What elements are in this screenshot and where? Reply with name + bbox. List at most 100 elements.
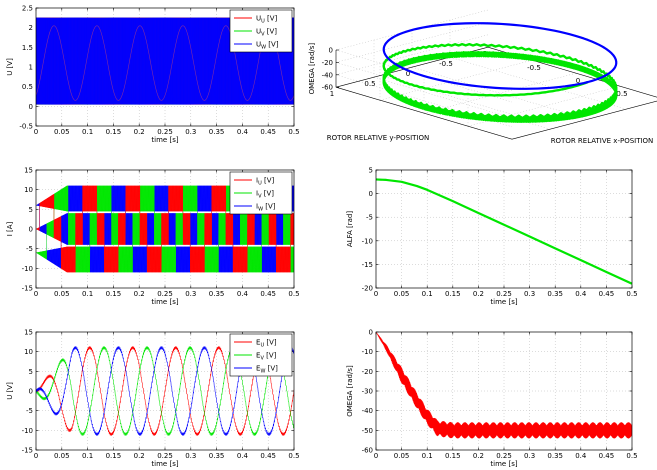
- grid-z-back: [335, 62, 513, 115]
- series-line-W: [36, 17, 294, 105]
- x-axis-label: time [s]: [151, 298, 178, 306]
- legend-subscript: V: [258, 194, 262, 200]
- x-tick-label: 0.15: [106, 128, 122, 136]
- legend-symbol: I: [256, 203, 258, 211]
- axes-frame: [35, 169, 295, 289]
- legend: EU [V]EV [V]EW [V]: [229, 333, 293, 377]
- y-tick-label: -60: [362, 447, 373, 455]
- y-tick-label: -20: [362, 285, 373, 293]
- x-tick-label: 0.25: [157, 290, 173, 298]
- chart-omega: 0 0.05 0.1 0.15 0.2 0.25 0.3 0.35 0.4 0.45 0.5 -60 -…: [346, 329, 638, 469]
- chart-emf: 0 0.05 0.1 0.15 0.2 0.25 0.3 0.35 0.4 0.45 0.5 -15 -…: [6, 329, 300, 469]
- legend-entry: EU [V]: [256, 339, 277, 349]
- x-tick-label: 0.3: [185, 128, 196, 136]
- x-axis-label: time [s]: [490, 298, 517, 306]
- legend-unit: [V]: [266, 41, 279, 49]
- plot-area: [376, 178, 632, 285]
- x-tick-label: 0: [374, 290, 378, 298]
- x-tick-label: 0.45: [599, 452, 615, 460]
- x-tick-label: 0.05: [54, 290, 70, 298]
- x-tick-label: 0.1: [82, 452, 93, 460]
- legend-entry: IU [V]: [256, 177, 274, 187]
- legend-unit: [V]: [264, 352, 277, 360]
- x-tick-label: 0.15: [445, 290, 461, 298]
- axes-frame: [375, 331, 633, 451]
- x-tick-label: 0: [34, 452, 38, 460]
- x-tick-label: 0.2: [134, 290, 145, 298]
- y-axis-label: U [V]: [6, 382, 14, 400]
- x-tick-label: 0.25: [496, 290, 512, 298]
- x-axis-label: time [s]: [151, 460, 178, 468]
- y-axis-label: I [A]: [6, 221, 14, 236]
- series-trajectory-green: [382, 42, 618, 123]
- x-tick-label: 0: [34, 128, 38, 136]
- legend-symbol: I: [256, 177, 258, 185]
- y-tick-label: 0: [29, 388, 33, 396]
- x-tick-label: 0.5: [616, 90, 627, 98]
- y-tick-label: 0: [406, 70, 410, 78]
- x-tick-label: 0.5: [626, 452, 637, 460]
- grid-y-floor: [373, 76, 551, 130]
- y-tick-label: 1: [29, 64, 33, 72]
- x-tick-label: 0.45: [599, 290, 615, 298]
- y-tick-label: -15: [362, 261, 373, 269]
- grid-y-floor: [449, 56, 627, 110]
- legend: UU [V]UV [V]UW [V]: [229, 9, 293, 53]
- legend-symbol: E: [256, 339, 260, 347]
- y-tick-label: 10: [24, 186, 33, 194]
- legend-subscript: U: [258, 181, 262, 187]
- legend: IU [V]IV [V]IW [V]: [229, 171, 293, 215]
- x-tick-label: 0: [374, 452, 378, 460]
- legend-unit: [V]: [265, 28, 278, 36]
- y-tick-label: -50: [362, 427, 373, 435]
- y-tick-label: -5: [26, 407, 33, 415]
- series-line-omega: [376, 332, 632, 439]
- x-tick-label: 0.05: [54, 452, 70, 460]
- x-tick-label: 0.2: [134, 452, 145, 460]
- x-tick-label: 0.4: [575, 290, 587, 298]
- x-tick-label: 0.05: [394, 452, 410, 460]
- y-tick-label: 5: [29, 206, 33, 214]
- y-tick-label: -15: [22, 285, 33, 293]
- y-tick-label: 0: [29, 103, 33, 111]
- y-axis-label: ALFA [rad]: [346, 211, 354, 247]
- axes-frame: [35, 7, 295, 127]
- y-tick-label: 1.5: [22, 44, 33, 52]
- x-tick-label: 0.3: [524, 290, 535, 298]
- y-tick-label: 0.5: [364, 80, 375, 88]
- legend-subscript: U: [260, 343, 264, 349]
- x-tick-label: 0.2: [134, 128, 145, 136]
- y-tick-label: 0: [369, 329, 373, 337]
- y-tick-label: 1: [330, 90, 334, 98]
- z-tick-label: -20: [322, 59, 333, 67]
- y-axis-label: ROTOR RELATIVE y-POSITION: [327, 134, 430, 142]
- x-tick-label: 0.15: [106, 452, 122, 460]
- axes-frame: [35, 331, 295, 451]
- chart-current: 0 0.05 0.1 0.15 0.2 0.25 0.3 0.35 0.4 0.45 0.5 -15 -…: [6, 167, 300, 307]
- legend-entry: UU [V]: [256, 15, 278, 25]
- legend-symbol: U: [256, 41, 261, 49]
- legend-subscript: W: [258, 207, 263, 213]
- x-tick-label: 0.1: [82, 290, 93, 298]
- x-tick-label: 0.4: [237, 290, 249, 298]
- x-axis-label: time [s]: [490, 460, 517, 468]
- x-tick-label: 0.25: [157, 452, 173, 460]
- legend-symbol: E: [256, 365, 260, 373]
- y-tick-label: 0: [29, 226, 33, 234]
- legend-unit: [V]: [262, 190, 275, 198]
- y-tick-label: -10: [362, 237, 373, 245]
- legend-symbol: I: [256, 190, 258, 198]
- legend-entry: EW [V]: [256, 365, 278, 375]
- x-tick-label: 0.45: [260, 290, 276, 298]
- x-tick-label: 0: [34, 290, 38, 298]
- y-tick-label: -10: [22, 427, 33, 435]
- x-axis-label: ROTOR RELATIVE x-POSITION: [551, 137, 654, 145]
- y-tick-label: 2.5: [22, 5, 33, 13]
- y-tick-label: 2: [29, 24, 33, 32]
- series-line-U: [36, 185, 294, 273]
- y-tick-label: -40: [362, 407, 373, 415]
- x-tick-label: 0.35: [209, 290, 225, 298]
- grid-x-floor: [423, 72, 577, 114]
- y-axis-label: U [V]: [6, 58, 14, 76]
